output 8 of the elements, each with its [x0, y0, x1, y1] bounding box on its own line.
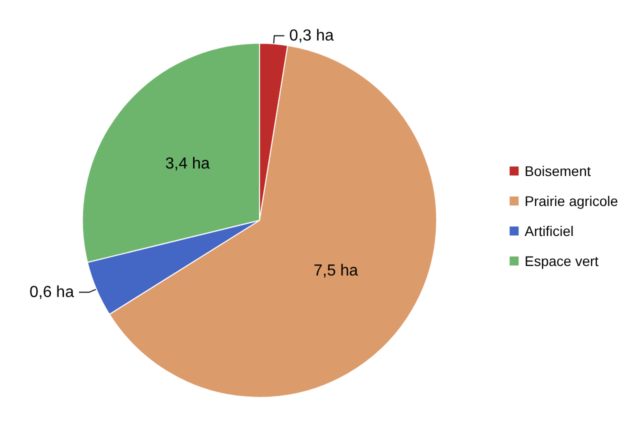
legend-label: Espace vert [524, 253, 599, 269]
legend-label: Boisement [524, 163, 591, 179]
legend-label: Artificiel [524, 223, 574, 239]
legend-label: Prairie agricole [524, 193, 618, 209]
data-label: 0,6 ha [29, 284, 74, 301]
data-label: 7,5 ha [314, 262, 358, 280]
data-label: 0,3 ha [289, 27, 334, 44]
data-label: 3,4 ha [165, 155, 210, 172]
